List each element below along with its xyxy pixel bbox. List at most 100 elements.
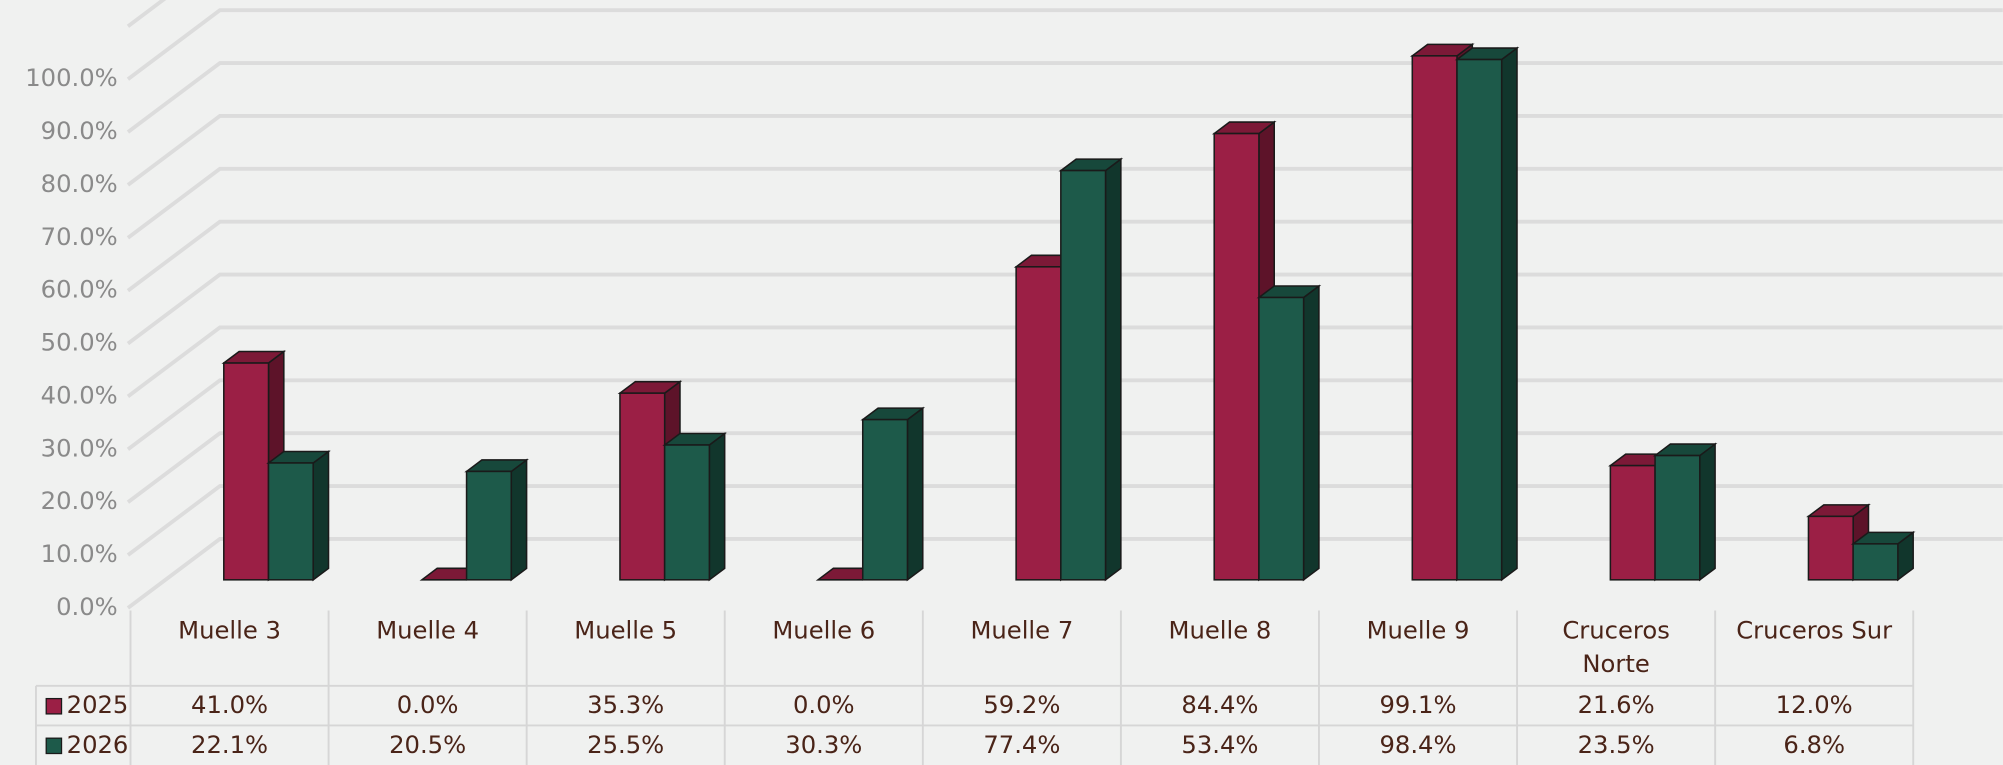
table-value: 21.6% xyxy=(1578,690,1655,719)
grid-line xyxy=(126,61,2003,134)
x-tick-label: Cruceros Sur xyxy=(1736,616,1893,645)
x-tick-label-box: Muelle 9 xyxy=(1366,616,1470,645)
table-value: 53.4% xyxy=(1181,730,1258,759)
bar-front xyxy=(267,462,314,581)
y-tick-label: 80.0% xyxy=(41,169,118,198)
bar-front xyxy=(223,362,270,581)
bar-front xyxy=(1852,543,1899,581)
bar xyxy=(1652,442,1718,582)
bar-side xyxy=(708,431,726,582)
table-value: 98.4% xyxy=(1380,730,1457,759)
grid-line xyxy=(126,431,2003,504)
legend-swatch xyxy=(45,697,63,715)
y-tick-label: 10.0% xyxy=(41,539,118,568)
bar-front xyxy=(1015,266,1062,581)
table-value: 35.3% xyxy=(587,690,664,719)
bar-front xyxy=(1654,454,1701,581)
grid-line xyxy=(126,325,2003,398)
bar-front xyxy=(1258,296,1305,581)
x-tick-label: Muelle 6 xyxy=(772,616,876,645)
bar xyxy=(1454,46,1520,582)
bar xyxy=(464,458,529,582)
bar-side xyxy=(1302,284,1320,582)
bar-side xyxy=(312,449,330,582)
bar-side xyxy=(1500,46,1518,582)
bar-front xyxy=(663,444,711,581)
x-tick-label-box: Cruceros Sur xyxy=(1736,616,1893,645)
x-tick-label-box: Cruceros Norte xyxy=(1562,616,1670,679)
legend-label: 2025 xyxy=(67,690,129,719)
x-tick-label-box: Muelle 6 xyxy=(772,616,876,645)
grid-line xyxy=(126,8,2003,81)
bar-side xyxy=(906,406,924,582)
table-value: 99.1% xyxy=(1380,690,1457,719)
bars xyxy=(221,42,1916,582)
table-value: 12.0% xyxy=(1776,690,1853,719)
grid-line xyxy=(126,0,167,28)
bar xyxy=(1256,284,1322,582)
table-value: 23.5% xyxy=(1578,730,1655,759)
bar-side xyxy=(1699,442,1716,582)
grid-line xyxy=(126,114,2003,187)
bar-front xyxy=(619,392,666,581)
bar xyxy=(860,406,926,582)
y-tick-label: 100.0% xyxy=(25,63,117,92)
table-value: 20.5% xyxy=(389,730,466,759)
x-tick-label-box: Muelle 3 xyxy=(178,616,281,645)
x-tick-label: Muelle 9 xyxy=(1366,616,1470,645)
grid-line xyxy=(126,166,2003,240)
grid-line xyxy=(126,219,2003,293)
grid-line xyxy=(126,272,2003,346)
x-tick-label-box: Muelle 8 xyxy=(1168,616,1272,645)
bar xyxy=(662,431,727,582)
bar-side xyxy=(1104,157,1122,582)
table-value: 30.3% xyxy=(785,730,862,759)
y-tick-label: 0.0% xyxy=(56,592,118,621)
y-tick-label: 40.0% xyxy=(41,380,118,409)
bar-front xyxy=(1609,464,1656,581)
legend-swatch xyxy=(45,737,63,755)
legend-label: 2026 xyxy=(67,730,129,759)
bar-front xyxy=(1213,132,1260,581)
x-tick-label: Muelle 8 xyxy=(1168,616,1272,645)
bar xyxy=(266,449,331,582)
grid-line xyxy=(126,378,2003,451)
grid: 0.0% 10.0% 20.0% 30.0% 40.0% 50.0% 60.0% 70.0% 8… xyxy=(25,0,2003,621)
table-value: 22.1% xyxy=(191,730,268,759)
x-tick-label-box: Muelle 5 xyxy=(574,616,678,645)
y-tick-label: 90.0% xyxy=(41,116,118,145)
table-value: 25.5% xyxy=(587,730,664,759)
table-value: 6.8% xyxy=(1783,730,1845,759)
x-tick-label: Cruceros Norte xyxy=(1562,616,1670,679)
y-tick-label: 70.0% xyxy=(41,222,118,251)
x-tick-label-box: Muelle 4 xyxy=(376,616,480,645)
table-value: 77.4% xyxy=(983,730,1060,759)
y-tick-label: 50.0% xyxy=(41,328,118,357)
bar-front xyxy=(861,418,909,581)
y-tick-label: 20.0% xyxy=(41,486,118,515)
table-value: 0.0% xyxy=(793,690,855,719)
bar-front xyxy=(1456,58,1503,581)
bar-front xyxy=(1060,169,1107,581)
x-tick-label: Muelle 5 xyxy=(574,616,678,645)
y-tick-label: 30.0% xyxy=(41,433,118,462)
bar xyxy=(1058,157,1124,582)
y-tick-label: 60.0% xyxy=(41,275,118,304)
x-tick-label: Muelle 4 xyxy=(376,616,480,645)
grid-line xyxy=(126,537,2003,610)
data-table: Muelle 3 41.0% 22.1% Muelle 4 0.0% 20.5% Muell… xyxy=(35,610,1915,765)
x-tick-label: Muelle 7 xyxy=(970,616,1074,645)
table-value: 0.0% xyxy=(397,690,459,719)
bar-front xyxy=(1807,515,1854,581)
table-value: 59.2% xyxy=(983,690,1060,719)
grid-line xyxy=(126,484,2003,557)
bar-front xyxy=(465,470,513,581)
table-value: 84.4% xyxy=(1181,690,1258,719)
x-tick-label: Muelle 3 xyxy=(178,616,281,645)
table-value: 41.0% xyxy=(191,690,268,719)
bar-side xyxy=(510,458,528,582)
x-tick-label-box: Muelle 7 xyxy=(970,616,1074,645)
bar xyxy=(1850,530,1916,582)
